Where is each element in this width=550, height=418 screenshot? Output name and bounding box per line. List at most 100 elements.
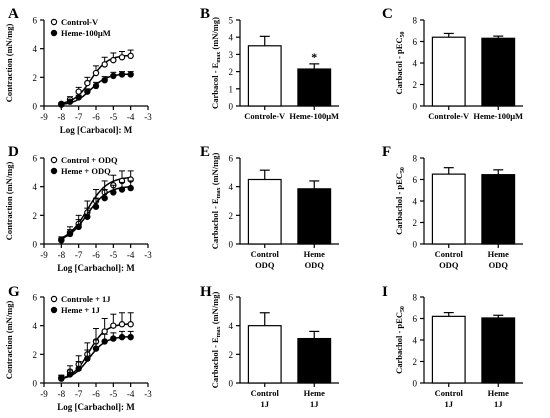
x-tick-label-g: -7 <box>75 389 83 399</box>
x-tick-label-a: -8 <box>58 112 66 122</box>
x-tick-label-g: -5 <box>110 389 118 399</box>
x-tick-label-g: -3 <box>144 389 152 399</box>
data-point-d-1 <box>118 186 126 193</box>
bar-h-0 <box>247 325 282 384</box>
data-point-a-1 <box>101 76 108 84</box>
y-axis-label-h: Carbachol - Emax (mN/mg) <box>210 292 222 389</box>
category-label-i-1: Heme <box>488 388 509 398</box>
x-tick-label-d: -7 <box>75 250 83 260</box>
data-point-g-1 <box>66 371 74 378</box>
panel-label-h: H <box>200 284 212 300</box>
category-label-f-0: ODQ <box>439 260 459 270</box>
data-point-d-1 <box>101 194 108 202</box>
y-tick-label-d: 0 <box>33 240 38 250</box>
y-axis-label-f: Carbachol - pEC50 <box>394 167 406 235</box>
legend-label-d-0: Control + ODQ <box>61 155 118 165</box>
y-tick-label-b: 2 <box>229 67 234 77</box>
data-point-a-0 <box>84 79 91 87</box>
y-tick-label-e: 6 <box>229 154 234 164</box>
bar-e-1 <box>297 188 332 245</box>
data-point-d-1 <box>92 203 100 210</box>
bar-b-1 <box>297 68 332 107</box>
category-label-b-1: Heme-100μM <box>289 111 339 121</box>
y-axis-label-d: Contraction (mN/mg) <box>4 162 14 241</box>
x-tick-label-d: -5 <box>110 250 118 260</box>
data-point-a-1 <box>58 101 65 108</box>
category-label-f-1: Heme <box>488 249 509 259</box>
bar-f-0 <box>431 173 466 245</box>
panel-label-g: G <box>8 284 20 300</box>
x-tick-label-g: -6 <box>92 389 100 399</box>
data-point-d-1 <box>127 184 134 192</box>
category-label-e-1: Heme <box>304 249 325 259</box>
data-point-a-1 <box>66 98 74 105</box>
data-point-a-0 <box>101 61 108 68</box>
y-tick-label-f: 2 <box>413 218 418 228</box>
category-label-e-1: ODQ <box>305 260 325 270</box>
y-tick-label-a: 6 <box>33 16 38 26</box>
data-point-d-1 <box>75 223 82 230</box>
x-tick-label-d: -8 <box>58 250 66 260</box>
data-point-g-1 <box>92 345 100 352</box>
y-tick-label-d: 6 <box>33 154 38 164</box>
panel-label-a: A <box>8 6 19 22</box>
bar-i-1 <box>481 317 516 384</box>
y-tick-label-h: 2 <box>229 350 234 360</box>
y-tick-label-f: 0 <box>413 240 418 250</box>
y-tick-label-i: 6 <box>413 314 418 324</box>
y-tick-label-b: 4 <box>229 33 234 43</box>
y-tick-label-b: 5 <box>229 16 234 26</box>
y-tick-label-d: 4 <box>33 182 38 192</box>
data-point-a-0 <box>118 54 126 61</box>
y-tick-label-b: 3 <box>229 50 234 60</box>
data-point-g-0 <box>118 321 126 328</box>
category-label-h-0: 1J <box>261 399 270 409</box>
data-point-a-0 <box>75 88 82 95</box>
legend-label-a-1: Heme-100µM <box>61 28 111 38</box>
data-point-d-1 <box>110 189 117 196</box>
y-tick-label-e: 4 <box>229 182 234 192</box>
bar-c-1 <box>481 37 516 107</box>
y-tick-label-c: 6 <box>413 37 418 47</box>
y-tick-label-c: 0 <box>413 102 418 112</box>
bar-h-1 <box>297 337 332 384</box>
y-tick-label-i: 0 <box>413 379 418 389</box>
panel-label-i: I <box>382 284 388 300</box>
y-tick-label-a: 4 <box>33 44 38 54</box>
y-axis-label-a: Contraction (mN/mg) <box>4 24 14 103</box>
y-tick-label-i: 2 <box>413 357 418 367</box>
data-point-d-1 <box>84 213 91 220</box>
data-point-g-1 <box>58 375 65 382</box>
x-tick-label-g: -4 <box>127 389 135 399</box>
y-tick-label-e: 2 <box>229 211 234 221</box>
x-tick-label-d: -3 <box>144 250 152 260</box>
y-tick-label-c: 2 <box>413 80 418 90</box>
legend-marker-d-0 <box>50 156 58 164</box>
category-label-i-0: 1J <box>445 399 454 409</box>
y-tick-label-g: 0 <box>33 379 38 389</box>
bar-i-0 <box>431 315 466 384</box>
category-label-h-1: 1J <box>310 399 319 409</box>
fit-curve-a-0 <box>61 54 131 104</box>
y-tick-label-b: 0 <box>229 102 234 112</box>
y-tick-label-g: 2 <box>33 350 38 360</box>
y-axis-label-b: Carbacol - Emax (mN/mg) <box>210 17 222 109</box>
x-tick-label-a: -7 <box>75 112 83 122</box>
x-tick-label-d: -4 <box>127 250 135 260</box>
y-axis-label-g: Contraction (mN/mg) <box>4 301 14 380</box>
category-label-f-1: ODQ <box>489 260 509 270</box>
panel-label-e: E <box>200 144 210 160</box>
data-point-a-0 <box>127 52 134 60</box>
y-tick-label-f: 6 <box>413 175 418 185</box>
data-point-a-1 <box>92 82 100 90</box>
y-tick-label-g: 4 <box>33 321 38 331</box>
y-tick-label-a: 2 <box>33 73 38 83</box>
category-label-f-0: Control <box>435 249 464 259</box>
y-tick-label-c: 8 <box>413 16 418 26</box>
data-point-g-1 <box>118 333 126 341</box>
bar-e-0 <box>247 178 282 245</box>
x-tick-label-a: -4 <box>127 112 135 122</box>
data-point-a-0 <box>110 56 117 64</box>
panel-label-b: B <box>200 6 210 22</box>
